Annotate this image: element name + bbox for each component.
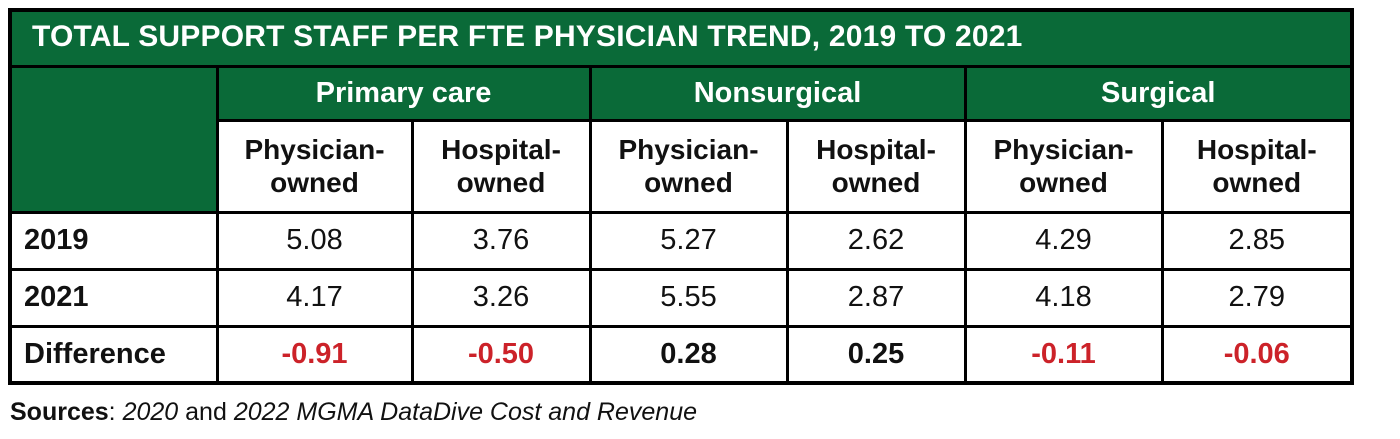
- row-label-2019: 2019: [8, 210, 219, 271]
- subheader-nonsurgical-hospital-owned: Hospital- owned: [785, 118, 967, 214]
- subheader-surgical-hospital-owned: Hospital- owned: [1160, 118, 1354, 214]
- value-cell: 5.27: [588, 210, 789, 271]
- value-cell: 4.17: [215, 267, 414, 328]
- value-cell: 5.55: [588, 267, 789, 328]
- group-header-primary-care: Primary care: [215, 64, 592, 122]
- table-row-2019: 2019 5.08 3.76 5.27 2.62 4.29 2.85: [8, 210, 1354, 271]
- row-label-2021: 2021: [8, 267, 219, 328]
- sources-colon: :: [108, 398, 123, 426]
- sources-connector: and: [178, 398, 234, 426]
- corner-black-cell: [8, 64, 219, 214]
- source-title-2022: 2022 MGMA DataDive Cost and Revenue: [233, 398, 698, 426]
- table-row-2021: 2021 4.17 3.26 5.55 2.87 4.18 2.79: [8, 267, 1354, 328]
- value-cell: 4.29: [963, 210, 1164, 271]
- source-title-2020: 2020: [122, 398, 179, 426]
- group-header-nonsurgical: Nonsurgical: [588, 64, 967, 122]
- value-cell: 2.62: [785, 210, 967, 271]
- row-label-difference: Difference: [8, 324, 219, 385]
- subheader-primary-physician-owned: Physician- owned: [215, 118, 414, 214]
- value-cell: 3.76: [410, 210, 592, 271]
- sources-note: Sources: 2020 and 2022 MGMA DataDive Cos…: [10, 398, 697, 427]
- group-header-surgical: Surgical: [963, 64, 1354, 122]
- support-staff-trend-table: TOTAL SUPPORT STAFF PER FTE PHYSICIAN TR…: [8, 8, 1354, 385]
- difference-value-negative: -0.50: [410, 324, 592, 385]
- value-cell: 3.26: [410, 267, 592, 328]
- subheader-surgical-physician-owned: Physician- owned: [963, 118, 1164, 214]
- table-row-difference: Difference -0.91 -0.50 0.28 0.25 -0.11 -…: [8, 324, 1354, 385]
- difference-value-positive: 0.25: [785, 324, 967, 385]
- subheader-primary-hospital-owned: Hospital- owned: [410, 118, 592, 214]
- group-header-row: Primary care Nonsurgical Surgical: [8, 64, 1354, 214]
- difference-value-negative: -0.91: [215, 324, 414, 385]
- value-cell: 4.18: [963, 267, 1164, 328]
- figure-title: TOTAL SUPPORT STAFF PER FTE PHYSICIAN TR…: [8, 8, 1354, 68]
- sources-label: Sources: [10, 398, 109, 426]
- table-title-row: TOTAL SUPPORT STAFF PER FTE PHYSICIAN TR…: [8, 8, 1354, 68]
- difference-value-negative: -0.11: [963, 324, 1164, 385]
- difference-value-positive: 0.28: [588, 324, 789, 385]
- value-cell: 2.87: [785, 267, 967, 328]
- difference-value-negative: -0.06: [1160, 324, 1354, 385]
- sub-header-row: Physician- owned Hospital- owned Physici…: [10, 118, 1354, 214]
- value-cell: 5.08: [215, 210, 414, 271]
- value-cell: 2.79: [1160, 267, 1354, 328]
- value-cell: 2.85: [1160, 210, 1354, 271]
- subheader-nonsurgical-physician-owned: Physician- owned: [588, 118, 789, 214]
